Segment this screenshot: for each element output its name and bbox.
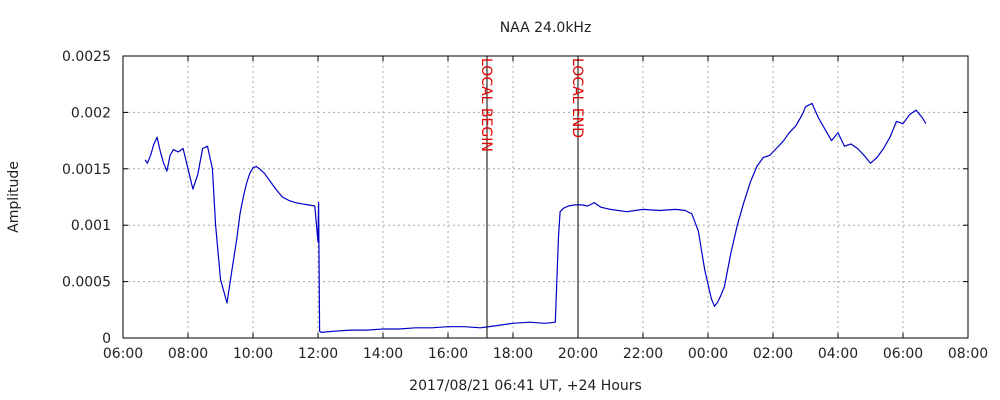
x-tick-label: 14:00 (363, 346, 403, 362)
series-line (144, 102, 927, 333)
y-tick-label: 0 (102, 331, 111, 347)
x-axis-label: 2017/08/21 06:41 UT, +24 Hours (409, 378, 642, 394)
x-tick-label: 18:00 (493, 346, 533, 362)
y-tick-label: 0.002 (71, 105, 111, 121)
x-tick-label: 12:00 (298, 346, 338, 362)
marker-layer: LOCAL BEGIN LOCAL END (478, 56, 585, 338)
grid-layer (123, 56, 968, 338)
x-tick-label: 04:00 (818, 346, 858, 362)
chart-title: NAA 24.0kHz (500, 20, 592, 36)
marker-label: LOCAL END (569, 58, 585, 138)
marker-label: LOCAL BEGIN (478, 58, 494, 152)
y-axis-label: Amplitude (6, 161, 22, 233)
tick-layer: 06:00 08:00 10:00 12:00 14:00 16:00 18:00 20:00… (62, 49, 988, 362)
x-tick-label: 02:00 (753, 346, 793, 362)
y-tick-label: 0.0025 (62, 49, 111, 65)
y-tick-label: 0.001 (71, 218, 111, 234)
x-tick-label: 20:00 (558, 346, 598, 362)
x-tick-label: 22:00 (623, 346, 663, 362)
x-tick-label: 00:00 (688, 346, 728, 362)
x-tick-label: 06:00 (103, 346, 143, 362)
y-tick-label: 0.0015 (62, 162, 111, 178)
x-tick-label: 10:00 (233, 346, 273, 362)
x-tick-label: 08:00 (168, 346, 208, 362)
x-tick-label: 06:00 (883, 346, 923, 362)
series-layer (144, 102, 927, 333)
plot-frame (122, 55, 969, 339)
y-tick-label: 0.0005 (62, 275, 111, 291)
x-tick-label: 16:00 (428, 346, 468, 362)
x-tick-label: 08:00 (948, 346, 988, 362)
